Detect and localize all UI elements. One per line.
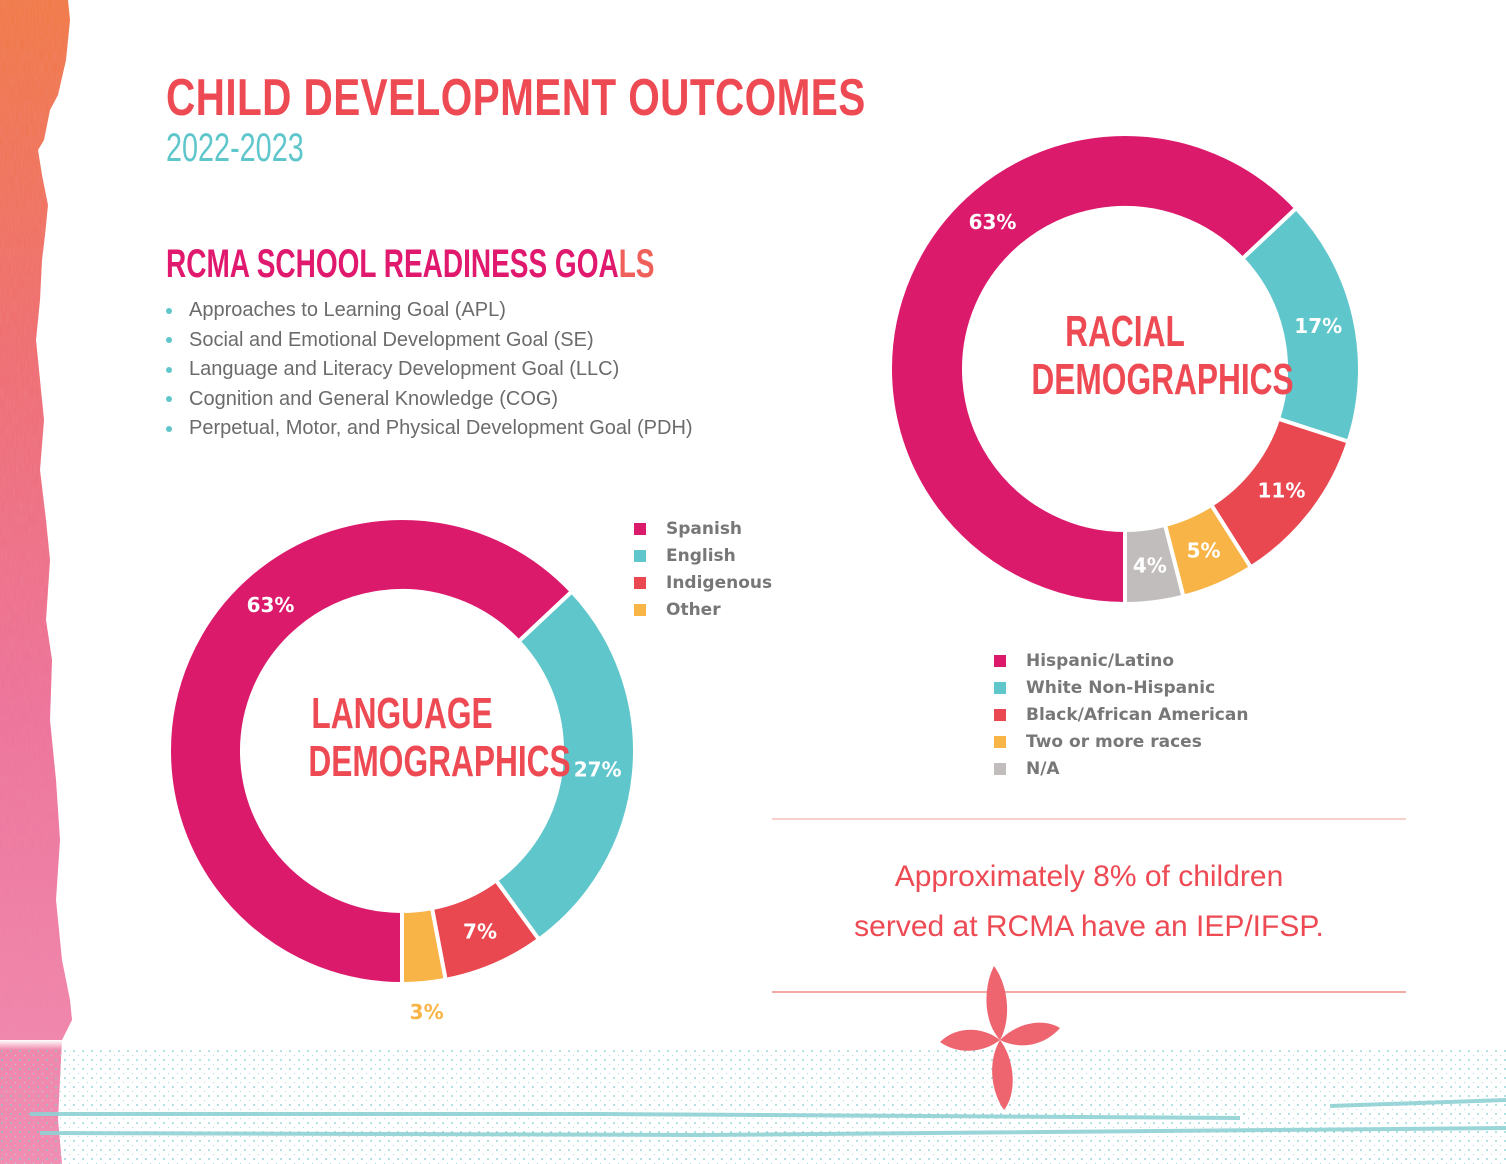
goal-text: Language and Literacy Development Goal (… — [189, 358, 620, 380]
donut-label-white-non-hispanic: 17% — [1294, 314, 1342, 338]
legend-label: Hispanic/Latino — [1026, 651, 1175, 672]
language-chart-title: LANGUAGE DEMOGRAPHICS — [272, 689, 571, 786]
legend-item-two-or-more-races: Two or more races — [994, 728, 1248, 755]
goal-item: Approaches to Learning Goal (APL) — [164, 296, 693, 326]
language-donut: 63% 27% 7% 3% — [167, 516, 637, 1024]
legend-item-white-non-hispanic: White Non-Hispanic — [994, 675, 1248, 702]
racial-chart-title: RACIAL DEMOGRAPHICS — [995, 307, 1294, 404]
language-title-line1: LANGUAGE — [311, 689, 493, 738]
iep-note-line2: served at RCMA have an IEP/IFSP. — [854, 910, 1324, 943]
legend-item-hispanic-latino: Hispanic/Latino — [994, 648, 1248, 675]
goal-item: Cognition and General Knowledge (COG) — [164, 385, 693, 415]
page-title: CHILD DEVELOPMENT OUTCOMES — [166, 69, 866, 127]
bullet-icon — [166, 425, 172, 432]
donut-label-other: 3% — [410, 1000, 444, 1024]
bullet-icon — [166, 337, 172, 344]
bullet-icon — [166, 366, 172, 373]
legend-item-indigenous: Indigenous — [634, 570, 772, 597]
page-year: 2022-2023 — [166, 126, 304, 170]
goals-heading: RCMA SCHOOL READINESS GOALS — [166, 242, 654, 286]
racial-donut: 63% 17% 11% 5% 4% — [888, 132, 1362, 607]
bullet-icon — [166, 396, 172, 403]
divider-top — [772, 818, 1406, 820]
goal-text: Cognition and General Knowledge (COG) — [189, 387, 559, 410]
racial-legend: Hispanic/Latino White Non-Hispanic Black… — [994, 648, 1248, 782]
legend-label: White Non-Hispanic — [1026, 678, 1216, 699]
legend-item-english: English — [634, 543, 772, 570]
donut-label-english: 27% — [574, 757, 622, 781]
iep-note-line1: Approximately 8% of children — [894, 860, 1284, 893]
goal-item: Perpetual, Motor, and Physical Developme… — [164, 414, 693, 444]
goal-text: Perpetual, Motor, and Physical Developme… — [189, 417, 693, 439]
bullet-icon — [166, 307, 172, 314]
watercolor-left-border — [0, 0, 72, 1164]
legend-label: N/A — [1026, 758, 1060, 779]
legend-label: Two or more races — [1026, 731, 1202, 752]
donut-label-two-or-more-races: 5% — [1187, 539, 1221, 563]
goal-text: Social and Emotional Development Goal (S… — [189, 328, 594, 351]
donut-segment-n-a — [1123, 522, 1186, 607]
legend-swatch — [634, 523, 646, 536]
legend-label: Indigenous — [666, 572, 773, 593]
donut-label-spanish: 63% — [247, 593, 295, 617]
legend-label: Black/African American — [1026, 704, 1249, 725]
goal-text: Approaches to Learning Goal (APL) — [189, 299, 506, 321]
legend-swatch — [994, 655, 1006, 668]
goal-item: Social and Emotional Development Goal (S… — [164, 326, 693, 356]
donut-segment-spanish — [167, 516, 575, 987]
racial-title-line2: DEMOGRAPHICS — [1031, 355, 1294, 404]
donut-label-indigenous: 7% — [463, 919, 497, 943]
divider-bottom — [772, 991, 1406, 993]
donut-segment-hispanic-latino — [888, 132, 1300, 607]
donut-label-n-a: 4% — [1133, 553, 1167, 577]
legend-label: Spanish — [666, 519, 743, 540]
goals-list: Approaches to Learning Goal (APL) Social… — [164, 296, 693, 444]
goals-heading-main: RCMA SCHOOL READINESS GOA — [166, 242, 619, 286]
legend-label: Other — [666, 599, 721, 620]
legend-swatch — [994, 762, 1006, 775]
donut-segment-other — [400, 905, 448, 987]
racial-title-line1: RACIAL — [1065, 307, 1185, 356]
legend-item-spanish: Spanish — [634, 516, 772, 543]
language-title-line2: DEMOGRAPHICS — [308, 737, 571, 786]
legend-swatch — [994, 735, 1006, 748]
goal-item: Language and Literacy Development Goal (… — [164, 355, 693, 385]
legend-label: English — [666, 546, 736, 567]
dotted-wave-band — [0, 1040, 1506, 1164]
legend-item-black-african-american: Black/African American — [994, 702, 1248, 729]
legend-swatch — [634, 550, 646, 563]
language-legend: Spanish English Indigenous Other — [634, 516, 772, 623]
donut-segment-english — [493, 588, 637, 943]
legend-swatch — [994, 682, 1006, 695]
goals-heading-tail: LS — [618, 242, 655, 286]
legend-item-other: Other — [634, 596, 772, 623]
donut-label-hispanic-latino: 63% — [969, 210, 1017, 234]
flower-icon — [940, 966, 1060, 1110]
legend-swatch — [634, 603, 646, 616]
donut-label-black-african-american: 11% — [1258, 478, 1306, 502]
legend-swatch — [634, 576, 646, 589]
legend-item-na: N/A — [994, 755, 1248, 782]
iep-note: Approximately 8% of children served at R… — [772, 852, 1406, 952]
legend-swatch — [994, 708, 1006, 721]
